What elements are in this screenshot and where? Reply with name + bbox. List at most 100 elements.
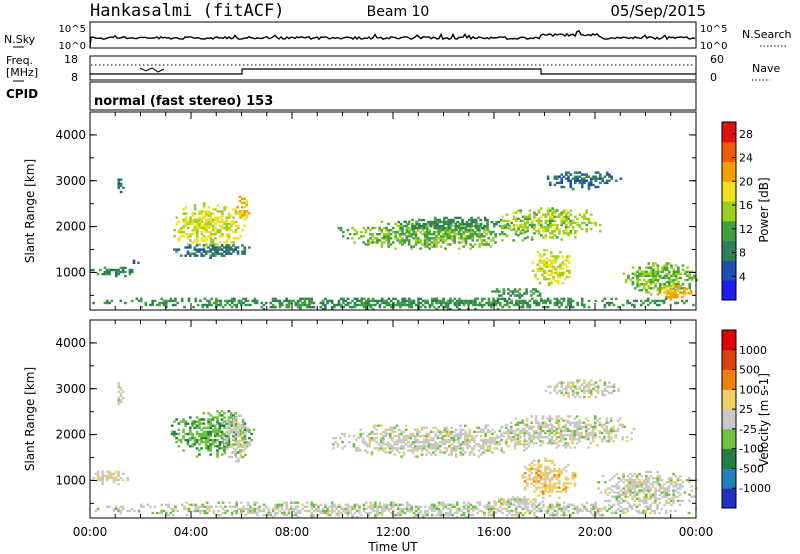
velocity-echo-cell	[419, 505, 423, 508]
velocity-echo-cell	[216, 428, 219, 431]
velocity-echo-cell	[207, 422, 210, 425]
power-echo-cell	[448, 243, 452, 246]
velocity-echo-cell	[162, 509, 166, 513]
velocity-echo-cell	[621, 507, 625, 511]
velocity-echo-cell	[591, 427, 595, 431]
velocity-echo-cell	[425, 438, 428, 442]
power-echo-cell	[546, 225, 550, 229]
power-echo-cell	[538, 267, 542, 270]
velocity-echo-cell	[573, 446, 577, 449]
velocity-echo-cell	[482, 443, 485, 446]
velocity-echo-cell	[504, 438, 508, 442]
velocity-echo-cell	[450, 438, 453, 442]
velocity-echo-cell	[649, 497, 653, 500]
power-echo-cell	[209, 239, 213, 242]
velocity-echo-cell	[613, 495, 616, 498]
power-echo-cell	[574, 230, 577, 233]
power-echo-cell	[533, 215, 536, 218]
velocity-echo-cell	[490, 505, 493, 508]
power-echo-cell	[652, 274, 655, 278]
velocity-echo-cell	[252, 428, 256, 431]
power-echo-cell	[428, 230, 431, 234]
power-echo-cell	[401, 299, 404, 303]
velocity-echo-cell	[589, 507, 593, 511]
power-echo-cell	[569, 303, 573, 307]
power-echo-cell	[525, 290, 528, 293]
velocity-echo-cell	[195, 416, 199, 419]
power-echo-cell	[182, 218, 185, 221]
power-echo-cell	[555, 303, 559, 307]
velocity-echo-cell	[246, 429, 249, 432]
power-echo-cell	[376, 233, 379, 236]
velocity-echo-cell	[601, 474, 605, 478]
velocity-echo-cell	[578, 425, 581, 428]
velocity-echo-cell	[285, 513, 288, 517]
freq-tick-bottom: 8	[71, 71, 78, 84]
velocity-echo-cell	[223, 426, 226, 429]
velocity-echo-cell	[476, 501, 479, 504]
velocity-echo-cell	[534, 498, 537, 501]
power-echo-cell	[232, 208, 235, 211]
power-echo-cell	[119, 270, 123, 274]
power-echo-cell	[155, 303, 159, 307]
power-echo-cell	[565, 177, 568, 180]
velocity-echo-cell	[241, 433, 245, 436]
velocity-echo-cell	[562, 467, 565, 471]
velocity-echo-cell	[365, 507, 368, 511]
velocity-echo-cell	[405, 501, 409, 504]
power-echo-cell	[671, 291, 675, 295]
power-echo-cell	[212, 228, 215, 232]
power-echo-cell	[468, 225, 471, 228]
power-echo-cell	[330, 307, 334, 311]
power-echo-cell	[643, 287, 646, 290]
velocity-echo-cell	[294, 501, 298, 504]
power-echo-cell	[596, 171, 600, 174]
power-echo-cell	[387, 233, 390, 236]
velocity-echo-cell	[433, 505, 436, 508]
velocity-echo-cell	[310, 503, 313, 506]
power-echo-cell	[394, 222, 397, 226]
velocity-echo-cell	[383, 509, 386, 513]
power-echo-cell	[382, 233, 386, 236]
power-echo-cell	[232, 244, 235, 247]
velocity-echo-cell	[452, 438, 456, 442]
velocity-echo-cell	[665, 493, 668, 496]
power-echo-cell	[492, 237, 495, 240]
velocity-echo-cell	[294, 505, 298, 508]
power-echo-cell	[117, 182, 121, 185]
velocity-echo-cell	[573, 421, 577, 424]
velocity-echo-cell	[594, 421, 597, 424]
velocity-echo-cell	[175, 432, 178, 436]
velocity-echo-cell	[444, 513, 448, 517]
velocity-echo-cell	[654, 481, 657, 484]
velocity-echo-cell	[151, 511, 154, 515]
velocity-echo-cell	[387, 503, 391, 506]
power-echo-cell	[440, 299, 443, 303]
power-echo-cell	[656, 289, 660, 292]
velocity-echo-cell	[562, 444, 565, 447]
power-echo-cell	[549, 183, 552, 187]
power-echo-cell	[457, 247, 461, 250]
velocity-echo-cell	[559, 431, 563, 435]
power-echo-cell	[385, 303, 388, 307]
power-echo-cell	[658, 299, 661, 303]
velocity-echo-cell	[459, 447, 462, 450]
velocity-echo-cell	[229, 414, 233, 417]
power-echo-cell	[344, 303, 348, 307]
power-echo-cell	[205, 224, 208, 228]
velocity-echo-cell	[658, 501, 662, 505]
velocity-echo-cell	[562, 513, 566, 517]
velocity-echo-cell	[198, 432, 201, 436]
velocity-echo-cell	[278, 503, 282, 506]
velocity-echo-cell	[530, 465, 534, 469]
velocity-echo-cell	[209, 449, 212, 452]
power-echo-cell	[649, 266, 653, 269]
power-echo-cell	[669, 298, 673, 301]
velocity-echo-cell	[420, 426, 424, 429]
velocity-echo-cell	[194, 503, 198, 506]
velocity-echo-cell	[239, 453, 243, 457]
velocity-echo-cell	[544, 509, 548, 513]
velocity-echo-cell	[585, 507, 588, 511]
power-echo-cell	[234, 228, 238, 232]
power-echo-cell	[419, 301, 423, 305]
